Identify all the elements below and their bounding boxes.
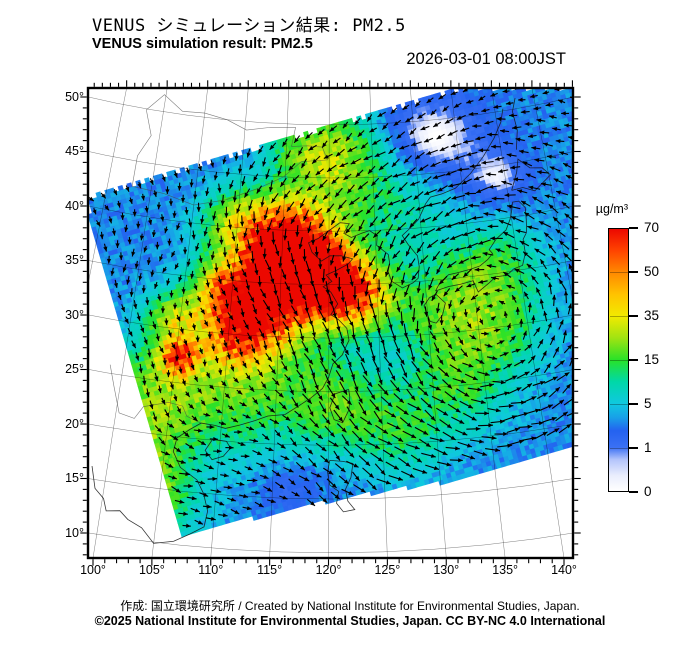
lat-tick-label: 35° [65, 253, 84, 267]
lon-tick-label: 105° [138, 563, 165, 577]
lat-tick-label: 25° [65, 362, 84, 376]
copyright-line: ©2025 National Institute for Environment… [94, 614, 606, 628]
credit-line: 作成: 国立環境研究所 / Created by National Instit… [120, 599, 580, 613]
lon-tick-label: 130° [433, 563, 460, 577]
colorbar-tick-label: 5 [644, 396, 652, 411]
lat-tick-label: 30° [65, 307, 84, 322]
colorbar-tick-mark [629, 491, 638, 493]
colorbar-tick-mark [629, 359, 638, 361]
colorbar-tick-label: 50 [644, 264, 660, 279]
lon-tick-label: 140° [551, 563, 577, 577]
colorbar-tick-label: 70 [644, 220, 660, 235]
lat-tick-label: 40° [65, 198, 84, 213]
lon-tick-label: 125° [374, 563, 401, 577]
colorbar-level-line [610, 360, 628, 361]
colorbar-unit-label: µg/m³ [595, 202, 628, 216]
lat-tick-label: 10° [65, 525, 84, 540]
lat-tick-label: 15° [65, 471, 84, 485]
colorbar-tick-mark [629, 271, 638, 273]
colorbar-level-line [610, 448, 628, 449]
colorbar-level-line [610, 404, 628, 405]
lat-tick-label: 45° [65, 144, 84, 158]
lat-tick-label: 20° [65, 416, 84, 431]
colorbar-level-line [610, 316, 628, 317]
colorbar-tick-label: 35 [644, 308, 660, 323]
colorbar-gradient [608, 228, 629, 492]
colorbar-tick-mark [629, 403, 638, 405]
lon-tick-label: 110° [198, 563, 224, 577]
colorbar-tick-mark [629, 315, 638, 317]
lon-tick-label: 120° [315, 563, 342, 577]
colorbar-tick-label: 0 [644, 484, 652, 499]
lon-tick-label: 115° [257, 563, 283, 577]
colorbar-tick-label: 1 [644, 440, 652, 455]
colorbar-tick-mark [629, 447, 638, 449]
colorbar-tick-mark [629, 227, 638, 229]
lat-tick-label: 50° [65, 89, 84, 104]
lon-tick-label: 135° [492, 563, 519, 577]
colorbar-tick-label: 15 [644, 352, 660, 367]
lon-tick-label: 100° [80, 563, 106, 577]
colorbar-level-line [610, 272, 628, 273]
